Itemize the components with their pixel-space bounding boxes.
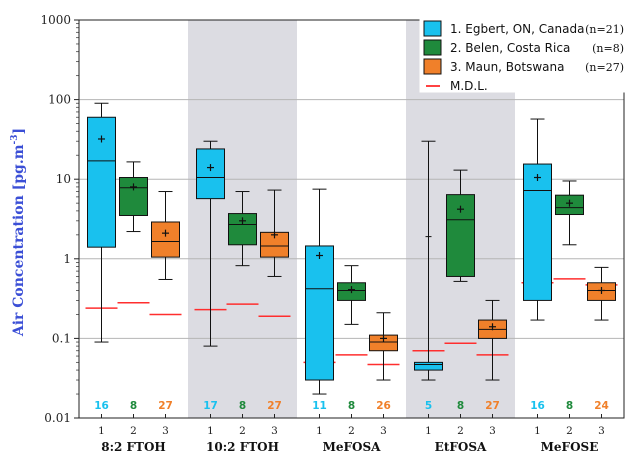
y-tick-label: 10 (56, 172, 71, 186)
x-tick-label: 2 (566, 425, 573, 437)
x-tick-label: 1 (207, 425, 214, 437)
legend-n: (n=8) (592, 42, 624, 55)
legend-label: 3. Maun, Botswana (450, 60, 564, 74)
x-tick-label: 3 (489, 425, 496, 437)
legend: 1. Egbert, ON, Canada (n=21) 2. Belen, Cos… (419, 15, 629, 93)
x-tick-label: 2 (239, 425, 246, 437)
sample-count-label: 16 (530, 400, 545, 412)
legend-swatch (423, 39, 442, 56)
y-tick-label: 1 (63, 252, 71, 266)
boxes (87, 102, 616, 395)
y-tick-label: 100 (48, 93, 71, 107)
box (305, 245, 334, 381)
y-axis-title-main: Air Concentration [pg.m (11, 144, 27, 337)
legend-label: 2. Belen, Costa Rica (450, 41, 570, 55)
x-tick-label: 1 (316, 425, 323, 437)
group-label: EtFOSA (435, 440, 487, 454)
x-tick-label: 2 (130, 425, 137, 437)
x-tick-label: 2 (348, 425, 355, 437)
sample-count-label: 8 (457, 400, 464, 412)
group-label: 8:2 FTOH (101, 440, 166, 454)
y-axis-title-sup: -3 (10, 134, 20, 144)
x-tick-label: 1 (425, 425, 432, 437)
legend-label: 1. Egbert, ON, Canada (450, 22, 584, 36)
axis-labels: 0.01 0.1 1 10 100 1000 16 1 8 2 27 3 8:2 FTOH 17 1 8 2 27… (40, 13, 608, 454)
plot-frame (78, 19, 625, 419)
sample-count-label: 27 (267, 400, 282, 412)
legend-frame (419, 15, 629, 93)
sample-count-label: 8 (566, 400, 573, 412)
box (119, 177, 148, 216)
group-label: 10:2 FTOH (206, 440, 279, 454)
box (151, 221, 180, 258)
box (414, 361, 443, 371)
sample-count-label: 27 (158, 400, 173, 412)
sample-count-label: 8 (348, 400, 355, 412)
sample-count-label: 5 (425, 400, 432, 412)
y-tick-label: 0.01 (44, 411, 71, 425)
legend-label: M.D.L. (450, 79, 488, 93)
x-tick-label: 1 (98, 425, 105, 437)
x-tick-label: 1 (534, 425, 541, 437)
sample-count-label: 16 (94, 400, 109, 412)
box (196, 148, 225, 200)
x-tick-label: 3 (271, 425, 278, 437)
legend-n: (n=27) (585, 61, 624, 74)
y-axis-title: Air Concentration [pg.m-3] (10, 128, 27, 337)
legend-swatch (423, 20, 442, 37)
x-tick-label: 3 (380, 425, 387, 437)
sample-count-label: 8 (130, 400, 137, 412)
x-tick-label: 3 (598, 425, 605, 437)
group-label: MeFOSA (323, 440, 382, 454)
sample-count-label: 8 (239, 400, 246, 412)
legend-n: (n=21) (585, 23, 624, 36)
y-tick-label: 1000 (40, 13, 71, 27)
sample-count-label: 27 (485, 400, 500, 412)
sample-count-label: 11 (312, 400, 327, 412)
y-tick-label: 0.1 (52, 331, 71, 345)
sample-count-label: 26 (376, 400, 391, 412)
box (523, 163, 552, 301)
x-tick-label: 2 (457, 425, 464, 437)
sample-count-label: 17 (203, 400, 218, 412)
group-label: MeFOSE (541, 440, 599, 454)
axes (74, 19, 625, 419)
legend-swatch (423, 58, 442, 75)
y-axis-title-close: ] (11, 128, 27, 135)
sample-count-label: 24 (594, 400, 609, 412)
x-tick-label: 3 (162, 425, 169, 437)
